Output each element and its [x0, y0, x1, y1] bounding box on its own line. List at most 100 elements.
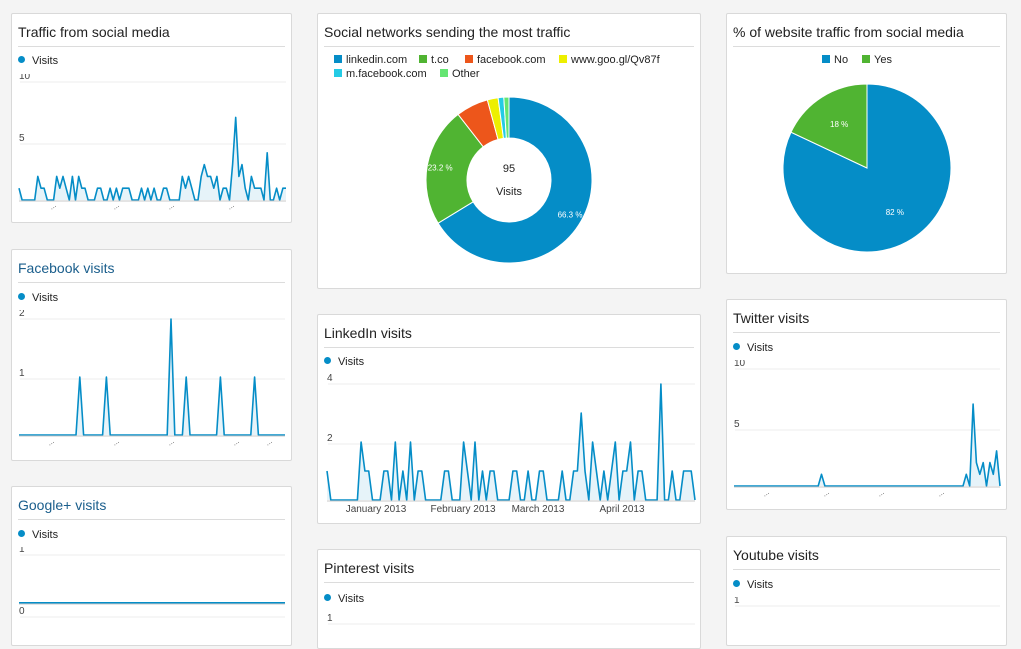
divider: [733, 332, 1000, 333]
legend-swatch: [465, 55, 473, 63]
y-tick-label: 1: [19, 368, 25, 379]
series-area: [734, 404, 1000, 486]
widget-youtube: Youtube visits Visits 1: [726, 536, 1007, 646]
chart-twitter: 10 5............: [734, 360, 1001, 499]
legend-facebook[interactable]: facebook.com: [465, 54, 545, 66]
legend-label: Visits: [747, 342, 774, 354]
x-tick-label: ...: [935, 487, 946, 498]
y-tick-label: 2: [327, 433, 333, 444]
y-tick-label: 0: [19, 606, 25, 617]
chart-google-plus: 10: [19, 547, 285, 618]
legend-yes[interactable]: Yes: [862, 54, 892, 66]
legend-visits[interactable]: Visits: [18, 529, 58, 541]
widget-title: LinkedIn visits: [324, 325, 412, 341]
series-dot-icon: [18, 293, 25, 300]
chart-traffic-social: 10 5............: [18, 74, 286, 212]
chart-youtube: 1: [734, 597, 1000, 607]
series-dot-icon: [18, 56, 25, 63]
divider: [324, 46, 694, 47]
divider: [18, 46, 285, 47]
legend-visits[interactable]: Visits: [733, 342, 773, 354]
legend-label: Yes: [874, 54, 892, 66]
widget-title[interactable]: Facebook visits: [18, 260, 115, 276]
legend-label: No: [834, 54, 849, 66]
widget-pct-social: % of website traffic from social media N…: [726, 13, 1007, 274]
legend-no[interactable]: No: [822, 54, 848, 66]
x-tick-label: ...: [165, 200, 176, 211]
legend-swatch: [440, 69, 448, 77]
widget-title[interactable]: Google+ visits: [18, 497, 107, 513]
data-label: 66.3 %: [558, 210, 583, 219]
x-tick-label: ...: [165, 436, 176, 447]
x-tick-label: ...: [230, 436, 241, 447]
widget-title: Social networks sending the most traffic: [324, 24, 571, 40]
donut-center-label: Visits: [496, 186, 523, 198]
legend-label: facebook.com: [477, 54, 546, 66]
legend-visits[interactable]: Visits: [733, 579, 773, 591]
legend-label: www.goo.gl/Qv87f: [571, 54, 660, 66]
y-tick-label: 5: [734, 419, 740, 430]
x-tick-label: ...: [47, 200, 58, 211]
legend-visits[interactable]: Visits: [18, 292, 58, 304]
slice-yes[interactable]: [790, 83, 868, 169]
legend-label: Other: [452, 68, 480, 80]
x-tick-label: April 2013: [599, 504, 644, 515]
x-tick-label: February 2013: [430, 504, 495, 515]
legend-swatch: [334, 69, 342, 77]
legend-visits[interactable]: Visits: [18, 55, 58, 67]
y-tick-label: 4: [327, 373, 333, 384]
chart-facebook: 2 1...............: [19, 310, 285, 448]
chart-pinterest: 1: [327, 613, 695, 625]
data-label: 18 %: [830, 120, 848, 129]
x-tick-label: ...: [110, 200, 121, 211]
series-line-visits: [18, 116, 286, 201]
legend-label: Visits: [32, 529, 59, 541]
legend-label: linkedin.com: [346, 54, 408, 66]
legend-swatch: [822, 55, 830, 63]
slice-other[interactable]: [503, 96, 510, 139]
y-tick-label: 1: [19, 547, 25, 555]
x-tick-label: ...: [225, 200, 236, 211]
legend-tco[interactable]: t.co: [419, 54, 449, 66]
legend-m-facebook[interactable]: m.facebook.com: [334, 68, 427, 80]
legend-linkedin[interactable]: linkedin.com: [334, 54, 407, 66]
legend-label: Visits: [32, 55, 59, 67]
series-dot-icon: [324, 594, 331, 601]
widget-traffic-social: Traffic from social media Visits 10 5....…: [11, 13, 292, 223]
data-label: 82 %: [886, 208, 904, 217]
legend-visits[interactable]: Visits: [324, 593, 364, 605]
widget-twitter: Twitter visits Visits 10 5............: [726, 299, 1007, 510]
x-tick-label: March 2013: [512, 504, 565, 515]
series-line-visits: [326, 383, 696, 501]
widget-facebook: Facebook visits Visits 2 1...............: [11, 249, 292, 461]
chart-linkedin: 4 2 January 2013 February 2013 March 2013 Apr…: [326, 373, 696, 515]
series-line-visits: [734, 403, 1001, 487]
legend-swatch: [419, 55, 427, 63]
x-tick-label: ...: [875, 487, 886, 498]
x-tick-label: January 2013: [346, 504, 407, 515]
legend-visits[interactable]: Visits: [324, 356, 364, 368]
slice-linkedin-com[interactable]: [437, 96, 593, 264]
legend-label: Visits: [338, 356, 365, 368]
legend-swatch: [334, 55, 342, 63]
widget-title: Youtube visits: [733, 547, 819, 563]
y-tick-label: 1: [734, 597, 740, 606]
slice-no[interactable]: [782, 83, 952, 253]
y-tick-label: 10: [19, 74, 31, 82]
widget-social-networks: Social networks sending the most traffic…: [317, 13, 701, 289]
legend-label: t.co: [431, 54, 449, 66]
divider: [18, 282, 285, 283]
legend-swatch: [862, 55, 870, 63]
divider: [18, 519, 285, 520]
donut-center-value: 95: [503, 163, 515, 175]
divider: [733, 46, 1000, 47]
x-tick-label: ...: [820, 487, 831, 498]
data-label: 23.2 %: [428, 163, 453, 172]
series-line-visits: [19, 318, 285, 436]
legend-other[interactable]: Other: [440, 68, 480, 80]
widget-title: Pinterest visits: [324, 560, 415, 576]
divider: [733, 569, 1000, 570]
widget-pinterest: Pinterest visits Visits 1: [317, 549, 701, 649]
legend-googl[interactable]: www.goo.gl/Qv87f: [559, 54, 660, 66]
y-tick-label: 10: [734, 360, 746, 369]
